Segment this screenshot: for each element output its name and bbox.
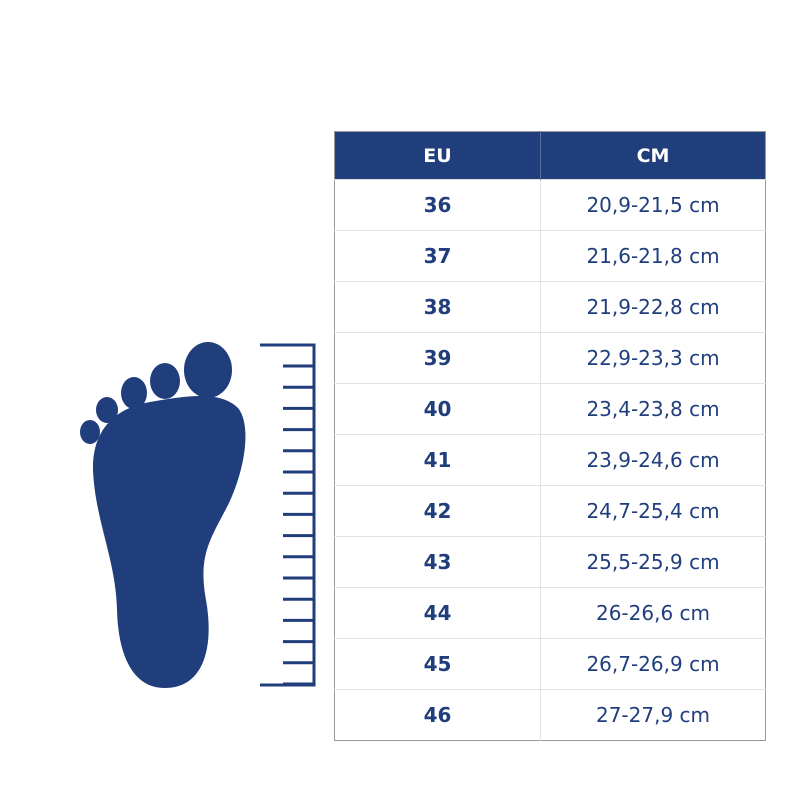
size-chart-table: EU CM 36 20,9-21,5 cm 37 21,6-21,8 cm 38 21,9…	[334, 131, 766, 741]
eu-size: 37	[334, 230, 541, 282]
eu-size: 40	[334, 383, 541, 435]
table-row: 38 21,9-22,8 cm	[334, 281, 766, 333]
table-row: 41 23,9-24,6 cm	[334, 434, 766, 486]
eu-size: 44	[334, 587, 541, 639]
eu-size: 46	[334, 689, 541, 741]
table-header-row: EU CM	[334, 131, 766, 180]
table-row: 42 24,7-25,4 cm	[334, 485, 766, 537]
cm-length: 23,4-23,8 cm	[540, 383, 766, 435]
table-row: 39 22,9-23,3 cm	[334, 332, 766, 384]
cm-length: 21,6-21,8 cm	[540, 230, 766, 282]
eu-size: 36	[334, 179, 541, 231]
table-row: 40 23,4-23,8 cm	[334, 383, 766, 435]
cm-length: 22,9-23,3 cm	[540, 332, 766, 384]
table-row: 44 26-26,6 cm	[334, 587, 766, 639]
table-row: 43 25,5-25,9 cm	[334, 536, 766, 588]
cm-length: 20,9-21,5 cm	[540, 179, 766, 231]
table-row: 46 27-27,9 cm	[334, 689, 766, 741]
eu-size: 43	[334, 536, 541, 588]
ruler-icon	[260, 343, 316, 687]
cm-length: 21,9-22,8 cm	[540, 281, 766, 333]
cm-length: 26-26,6 cm	[540, 587, 766, 639]
eu-size: 38	[334, 281, 541, 333]
table-row: 37 21,6-21,8 cm	[334, 230, 766, 282]
cm-length: 27-27,9 cm	[540, 689, 766, 741]
eu-size: 41	[334, 434, 541, 486]
table-row: 45 26,7-26,9 cm	[334, 638, 766, 690]
cm-length: 25,5-25,9 cm	[540, 536, 766, 588]
cm-length: 24,7-25,4 cm	[540, 485, 766, 537]
eu-size: 45	[334, 638, 541, 690]
cm-length: 23,9-24,6 cm	[540, 434, 766, 486]
table-row: 36 20,9-21,5 cm	[334, 179, 766, 231]
foot-icon	[80, 342, 246, 688]
eu-size: 39	[334, 332, 541, 384]
column-header-eu: EU	[334, 131, 541, 180]
eu-size: 42	[334, 485, 541, 537]
cm-length: 26,7-26,9 cm	[540, 638, 766, 690]
column-header-cm: CM	[540, 131, 766, 180]
